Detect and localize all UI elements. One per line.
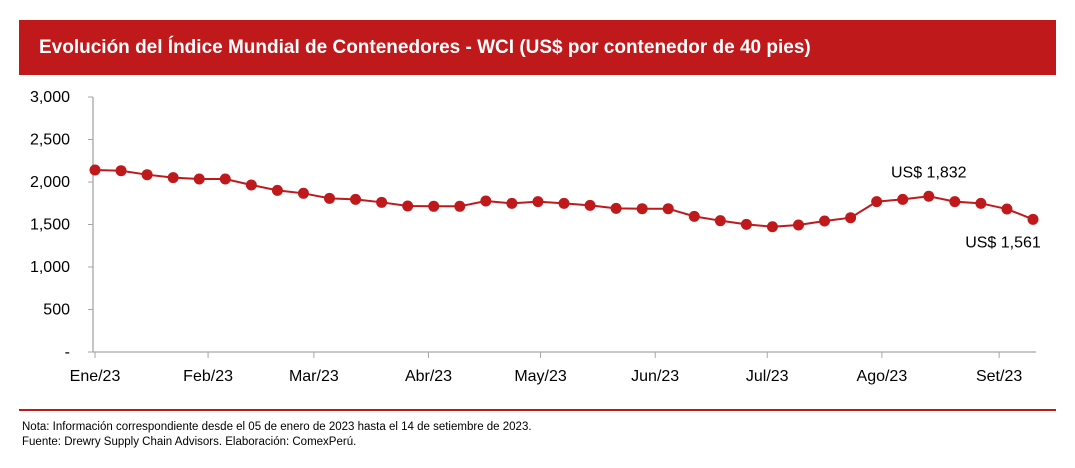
data-point	[480, 195, 492, 207]
data-point	[193, 173, 205, 185]
data-point	[89, 164, 101, 176]
data-point	[506, 197, 518, 209]
chart-title-text: Evolución del Índice Mundial de Contened…	[39, 36, 811, 58]
data-point	[766, 221, 778, 233]
data-point	[845, 212, 857, 224]
data-point	[740, 218, 752, 230]
chart-title: Evolución del Índice Mundial de Contened…	[19, 20, 1056, 75]
data-point	[428, 200, 440, 212]
data-point	[324, 192, 335, 204]
data-point	[297, 187, 309, 199]
x-tick-label: Feb/23	[183, 368, 233, 385]
data-point	[871, 196, 883, 208]
data-point	[584, 199, 596, 211]
data-point	[271, 184, 283, 196]
data-point	[141, 169, 153, 181]
data-label: US$ 1,832	[891, 164, 967, 181]
data-point	[793, 219, 804, 231]
x-tick-label: Set/23	[976, 368, 1022, 385]
y-tick-label: 1,500	[30, 217, 70, 234]
data-point	[923, 190, 935, 202]
data-point	[1001, 203, 1013, 215]
data-point	[350, 193, 362, 205]
data-point	[819, 215, 831, 227]
data-point	[1027, 213, 1039, 225]
footer-divider	[19, 409, 1056, 411]
data-point	[115, 165, 127, 177]
data-point	[949, 196, 961, 208]
source-text: Fuente: Drewry Supply Chain Advisors. El…	[22, 436, 357, 448]
data-point	[975, 197, 987, 209]
x-tick-label: May/23	[514, 368, 567, 385]
y-tick-label: 1,000	[30, 259, 70, 276]
data-label: US$ 1,561	[965, 234, 1041, 251]
data-point	[558, 197, 570, 209]
x-tick-label: Abr/23	[405, 368, 452, 385]
note-text: Nota: Información correspondiente desde …	[22, 421, 532, 433]
data-point	[662, 203, 674, 215]
data-point	[714, 215, 726, 227]
data-point	[636, 203, 648, 215]
data-point	[167, 172, 179, 184]
data-point	[219, 173, 231, 185]
data-point	[532, 196, 544, 208]
data-point	[897, 193, 909, 205]
y-tick-label: -	[65, 344, 70, 361]
x-tick-label: Mar/23	[289, 368, 339, 385]
x-tick-label: Jun/23	[631, 368, 679, 385]
x-tick-label: Ago/23	[857, 368, 908, 385]
data-point	[245, 179, 257, 191]
y-tick-label: 3,000	[30, 89, 70, 106]
data-point	[454, 200, 466, 212]
data-point	[402, 200, 414, 212]
data-point	[376, 196, 388, 208]
x-tick-label: Ene/23	[70, 368, 121, 385]
data-point	[688, 210, 700, 222]
y-tick-label: 500	[43, 302, 70, 319]
y-tick-label: 2,500	[30, 132, 70, 149]
y-tick-label: 2,000	[30, 174, 70, 191]
x-tick-label: Jul/23	[746, 368, 789, 385]
data-point	[610, 202, 622, 214]
